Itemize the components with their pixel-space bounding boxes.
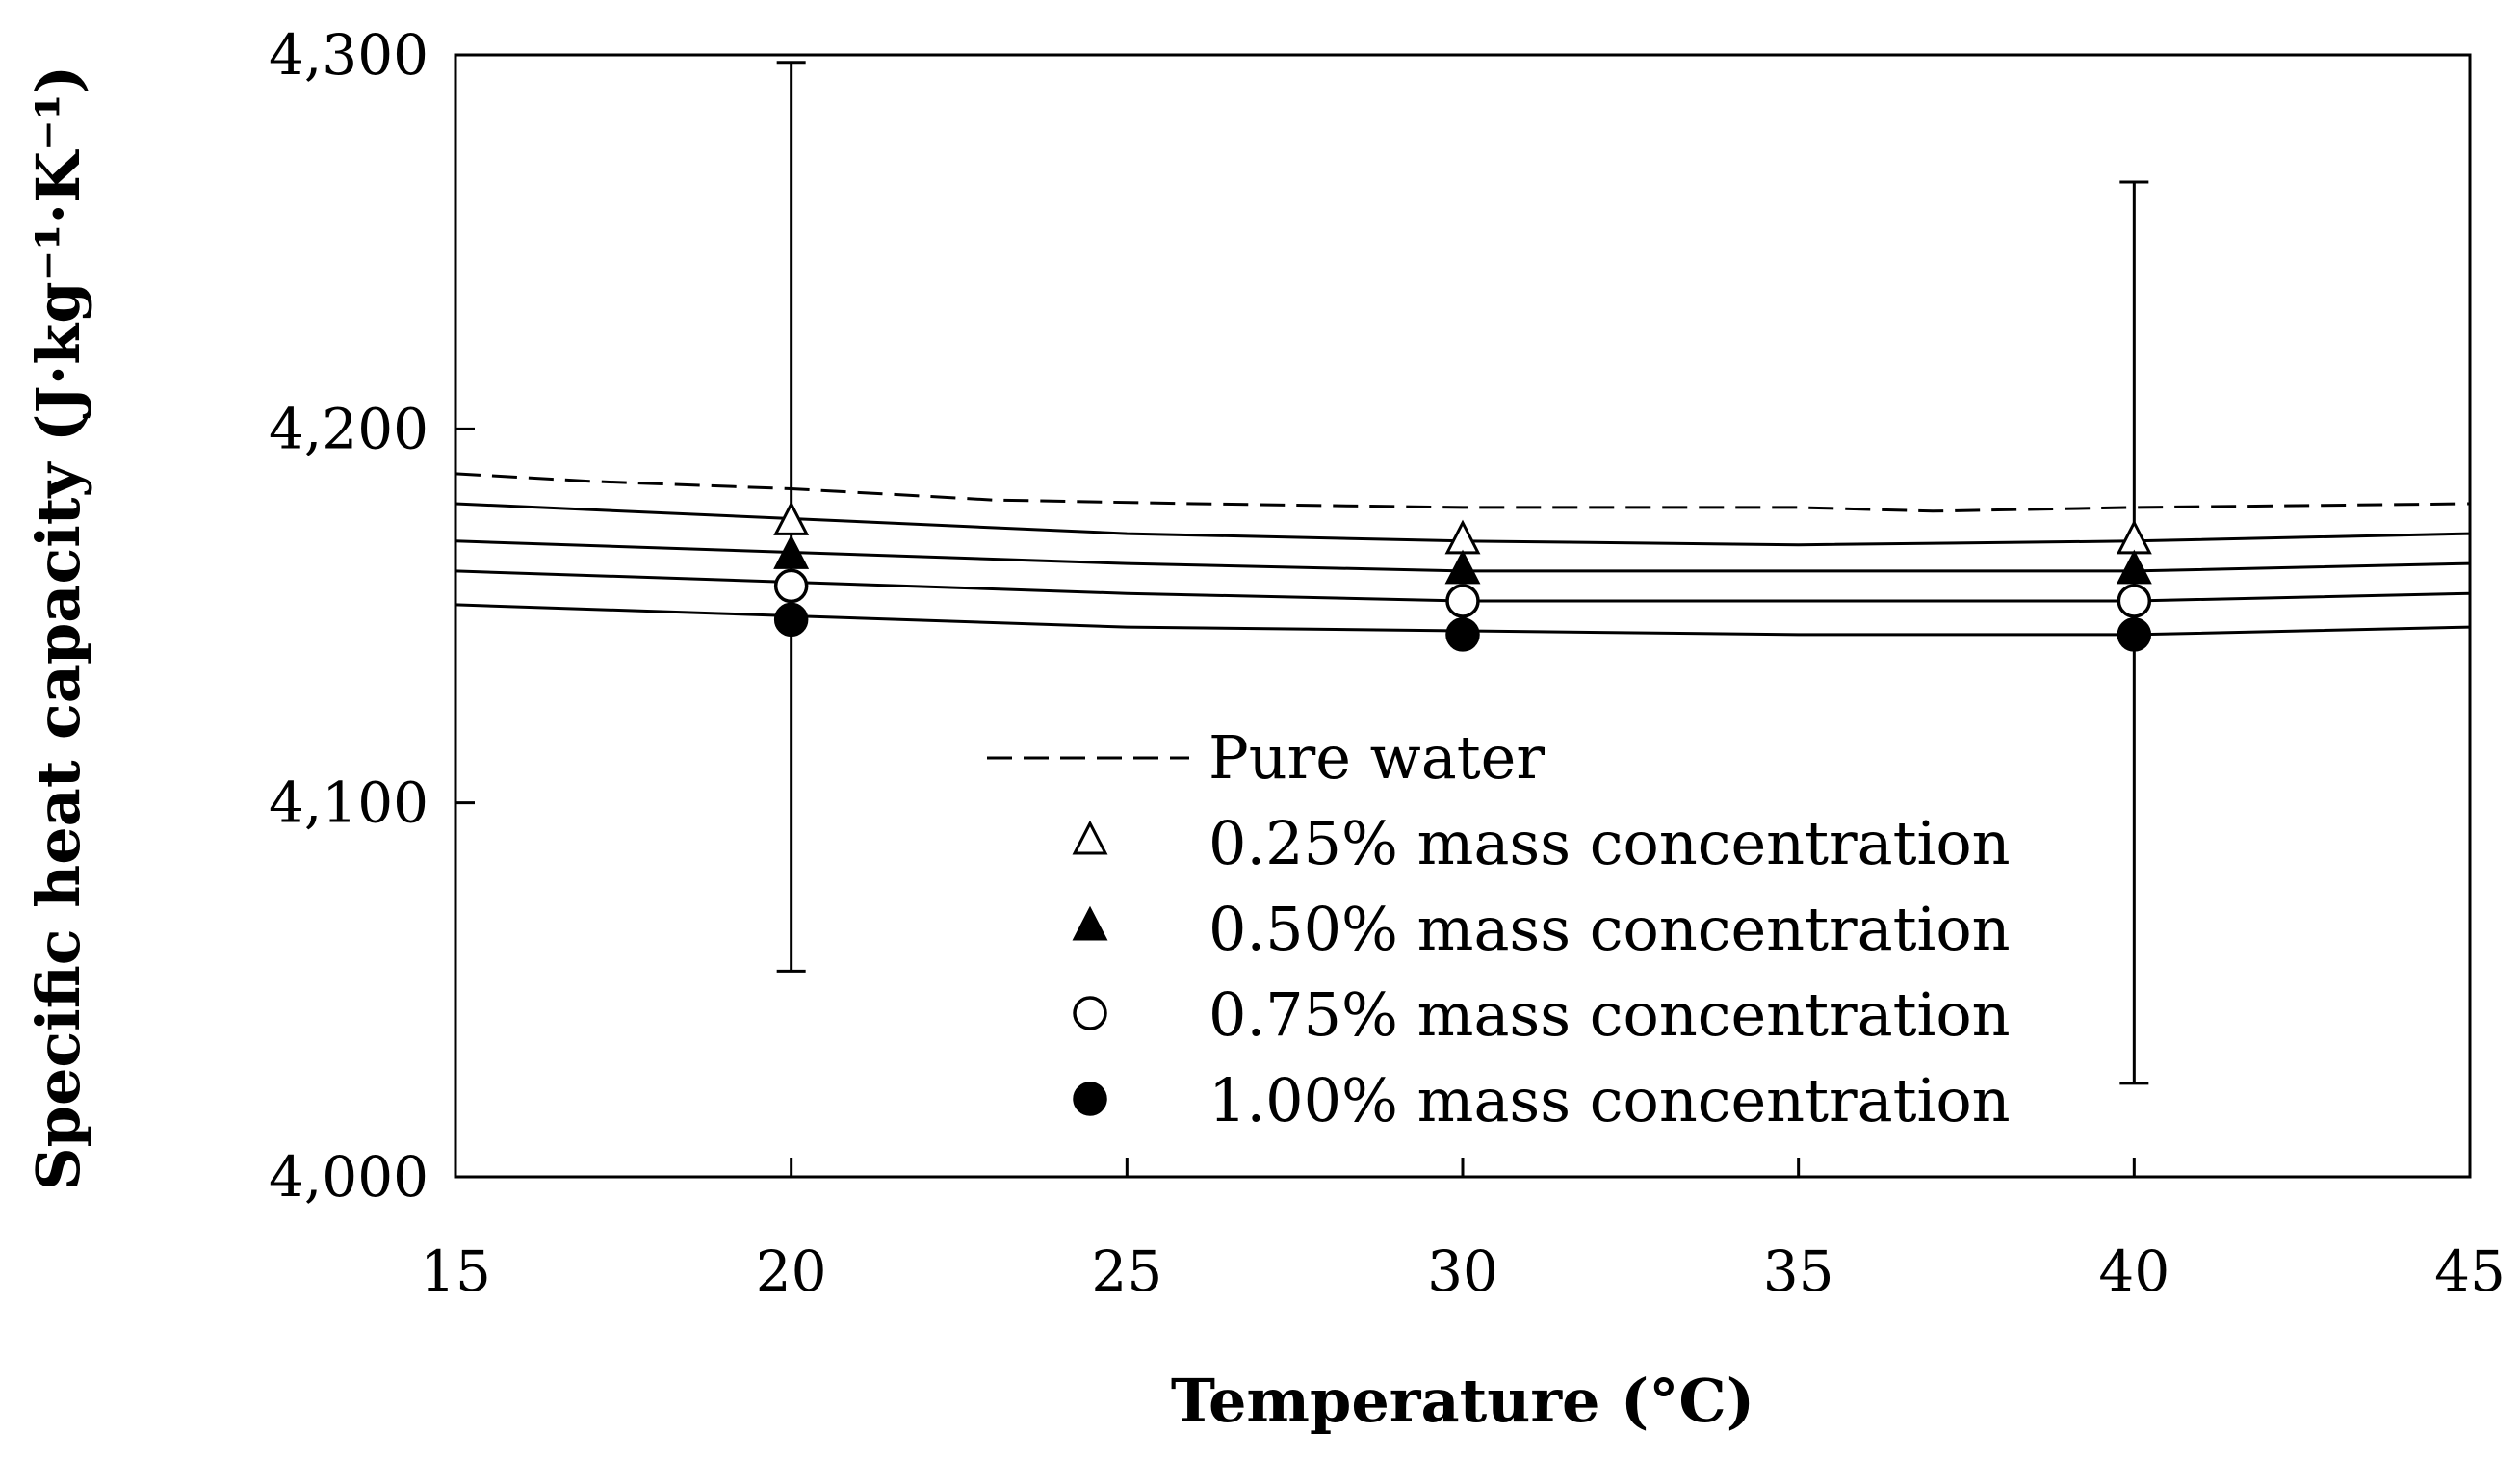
plot-area — [454, 53, 2472, 1179]
x-axis-title: Temperature (°C) — [1171, 1366, 1754, 1436]
data-point-triangle-filled-20 — [773, 534, 810, 569]
legend-item-1: 0.25% mass concentration — [1072, 808, 2011, 878]
legend-item-0: Pure water — [987, 722, 1545, 793]
y-tick-label-4,100: 4,100 — [269, 770, 429, 836]
legend-item-3: 0.75% mass concentration — [1073, 979, 2011, 1050]
legend-label: 0.25% mass concentration — [1208, 808, 2011, 878]
x-tick-label-15: 15 — [420, 1238, 491, 1304]
data-point-circle-open-30 — [1445, 584, 1480, 618]
x-tick-label-30: 30 — [1427, 1238, 1498, 1304]
legend-symbol-circle-open — [1073, 996, 1107, 1030]
legend-label: Pure water — [1208, 722, 1545, 793]
data-point-circle-open-40 — [2117, 584, 2152, 618]
y-tick-label-4,200: 4,200 — [269, 396, 429, 461]
data-point-triangle-open-20 — [773, 501, 810, 535]
data-point-circle-filled-40 — [2117, 617, 2152, 652]
y-tick-label-4,300: 4,300 — [269, 22, 429, 88]
x-axis: 15 20 25 30 35 40 45 — [420, 1158, 2506, 1304]
x-tick-label-35: 35 — [1763, 1238, 1834, 1304]
legend-label: 0.75% mass concentration — [1208, 979, 2011, 1050]
y-tick-label-4,000: 4,000 — [269, 1144, 429, 1210]
legend-symbol-triangle-filled — [1072, 905, 1108, 941]
data-point-triangle-filled-30 — [1444, 549, 1481, 585]
legend-label: 0.50% mass concentration — [1208, 894, 2011, 964]
legend: Pure water 0.25% mass concentration 0.50% … — [987, 722, 2011, 1135]
x-tick-label-45: 45 — [2434, 1238, 2506, 1304]
legend-symbol-triangle-open — [1072, 820, 1108, 855]
legend-label: 1.00% mass concentration — [1208, 1065, 2011, 1135]
legend-symbol-circle-filled — [1073, 1082, 1107, 1116]
legend-item-4: 1.00% mass concentration — [1073, 1065, 2011, 1135]
x-tick-label-25: 25 — [1091, 1238, 1162, 1304]
legend-item-2: 0.50% mass concentration — [1072, 894, 2011, 964]
y-axis: 4,000 4,100 4,200 4,300 — [269, 22, 475, 1210]
x-tick-label-40: 40 — [2098, 1238, 2169, 1304]
data-point-circle-filled-30 — [1445, 617, 1480, 652]
data-point-circle-open-20 — [773, 568, 809, 604]
data-point-triangle-filled-40 — [2116, 549, 2152, 585]
data-point-circle-filled-20 — [773, 602, 809, 638]
pure-water-line — [455, 472, 2471, 513]
x-tick-label-20: 20 — [756, 1238, 827, 1304]
y-axis-title: Specific heat capacity (J·kg⁻¹·K⁻¹) — [23, 65, 93, 1190]
